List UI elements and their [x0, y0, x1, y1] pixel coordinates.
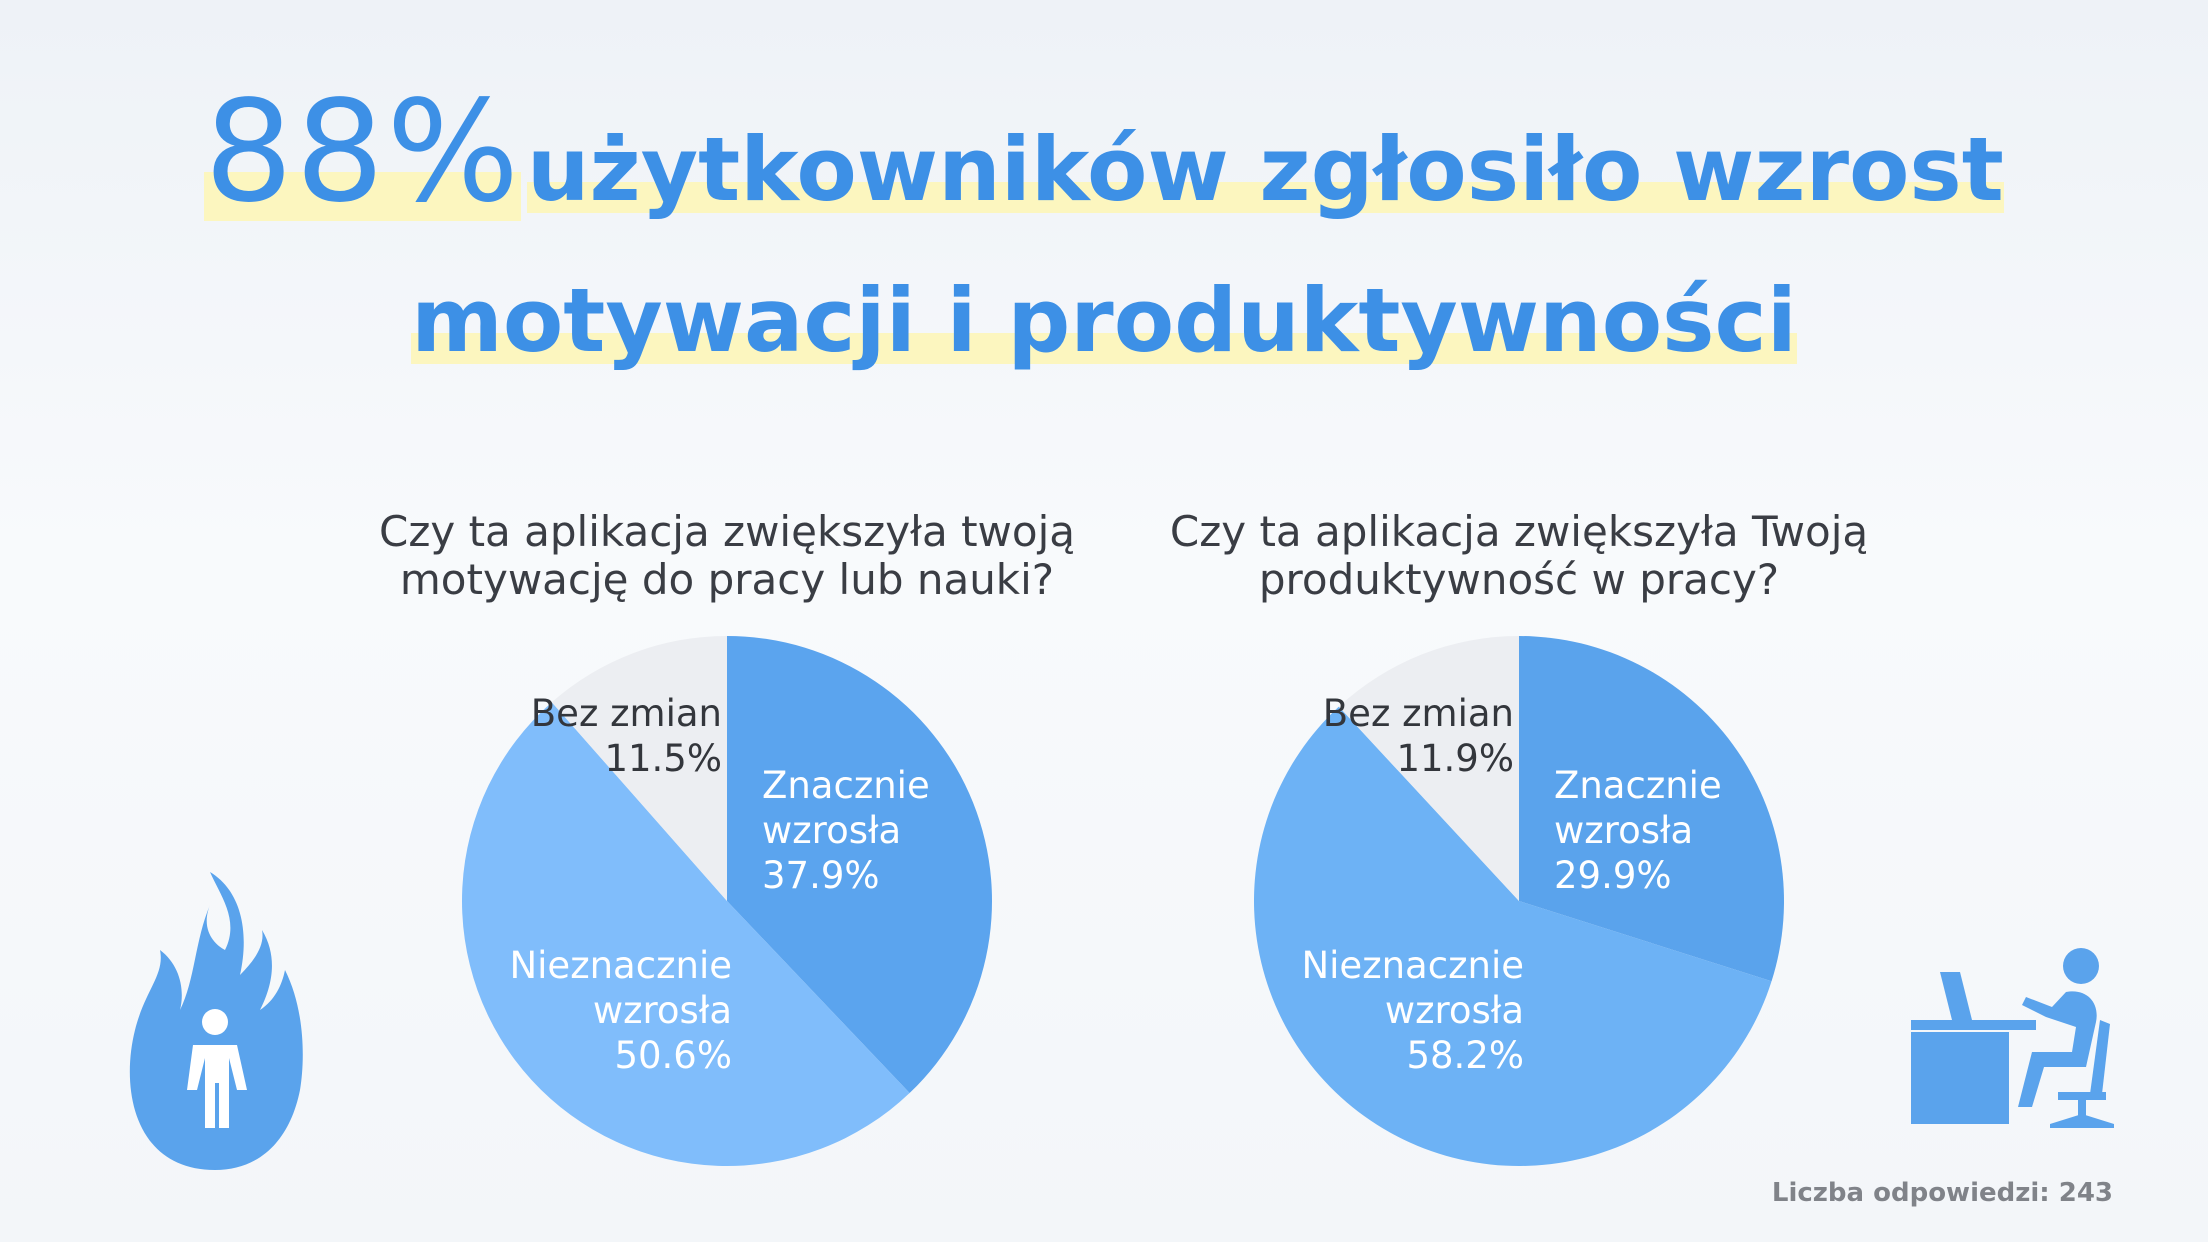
slice-value: 29.9% [1554, 854, 1672, 897]
slice-label: Znacznie wzrosła 29.9% [1554, 763, 1814, 898]
pie-slice [1338, 636, 1519, 901]
slice-value: 50.6% [614, 1034, 732, 1077]
slice-value: 58.2% [1406, 1034, 1524, 1077]
headline-highlight: 88% [204, 71, 522, 234]
slice-category: Znacznie wzrosła [1554, 764, 1722, 852]
slice-category: Nieznacznie wzrosła [509, 944, 732, 1032]
pie-slice [1519, 636, 1784, 982]
slice-category: Nieznacznie wzrosła [1301, 944, 1524, 1032]
slice-label: Nieznacznie wzrosła 50.6% [472, 943, 732, 1078]
desk-icon [1911, 948, 2114, 1128]
slice-value: 11.9% [1396, 737, 1514, 780]
headline-title: użytkowników zgłosiło wzrost motywacji i… [411, 118, 2004, 372]
headline: 88% użytkowników zgłosiło wzrost motywac… [180, 71, 2028, 409]
response-count: Liczba odpowiedzi: 243 [1771, 1178, 2113, 1208]
slice-label: Nieznacznie wzrosła 58.2% [1264, 943, 1524, 1078]
pie-slice [551, 636, 727, 901]
slice-label: Znacznie wzrosła 37.9% [762, 763, 1022, 898]
slice-category: Bez zmian [1322, 692, 1514, 735]
slice-label: Bez zmian 11.9% [1254, 691, 1514, 781]
pie-slice [462, 702, 910, 1166]
pie-slice [727, 636, 992, 1094]
slice-value: 11.5% [604, 737, 722, 780]
chart-title: Czy ta aplikacja zwiększyła twoją motywa… [379, 507, 1075, 604]
fire-icon [129, 872, 303, 1170]
slice-value: 37.9% [762, 854, 880, 897]
chart-title: Czy ta aplikacja zwiększyła Twoją produk… [1169, 507, 1869, 604]
pie-slice [1254, 706, 1772, 1166]
slice-category: Znacznie wzrosła [762, 764, 930, 852]
slice-category: Bez zmian [530, 692, 722, 735]
slice-label: Bez zmian 11.5% [462, 691, 722, 781]
